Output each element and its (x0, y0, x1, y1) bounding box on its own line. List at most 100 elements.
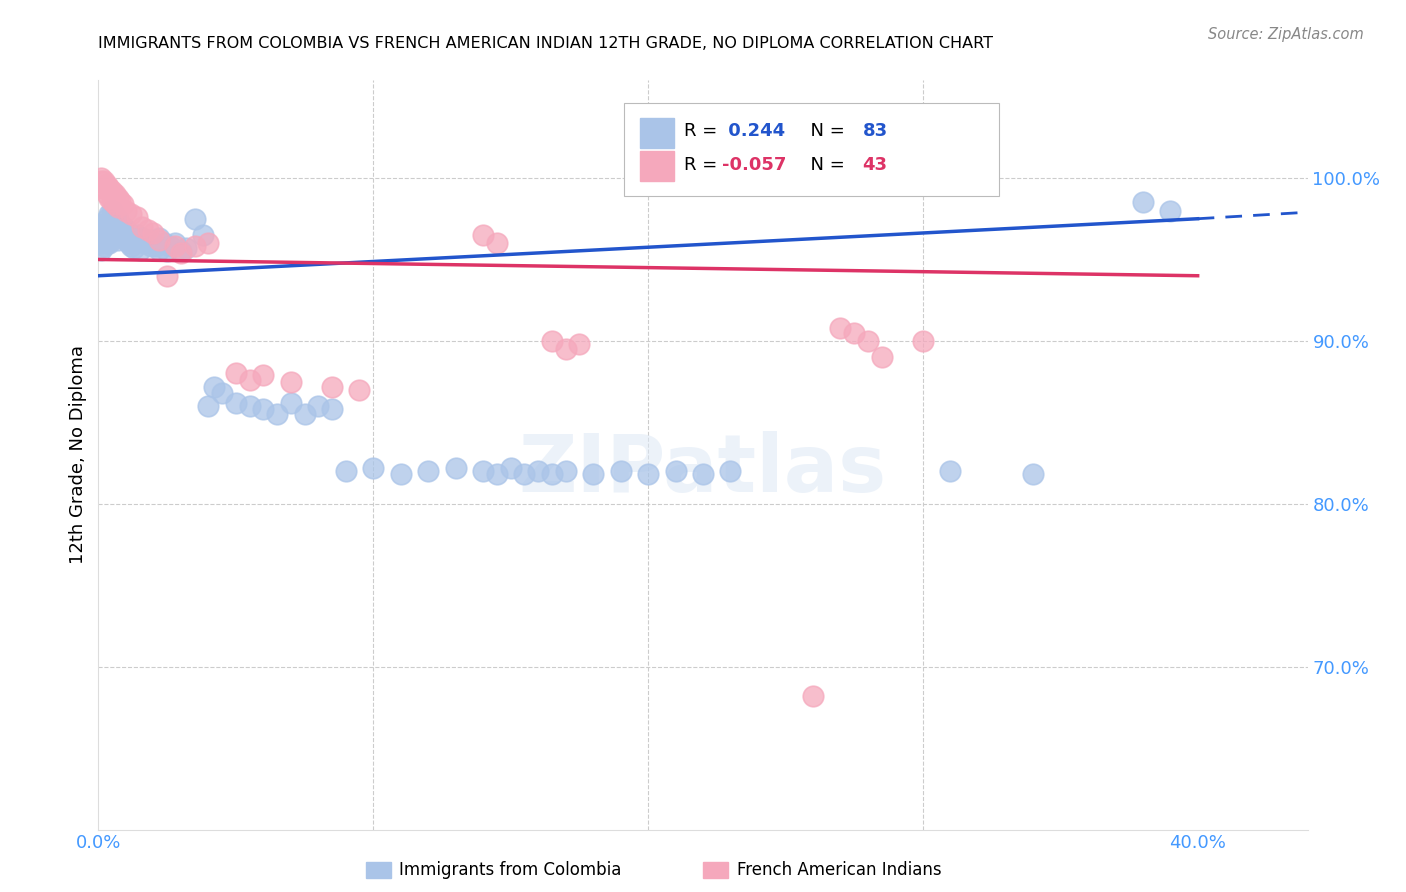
Point (183, 239, 205, 253)
Point (120, 227, 142, 242)
Point (142, 227, 165, 241)
Point (90, 171, 112, 186)
Point (112, 229, 135, 244)
Point (110, 217, 132, 231)
Point (609, 464, 631, 478)
Point (664, 464, 686, 478)
Point (122, 231, 145, 245)
Point (170, 244, 193, 259)
Point (870, 350, 893, 364)
Point (125, 227, 148, 242)
Text: 83: 83 (863, 122, 887, 140)
Text: R =: R = (683, 156, 723, 174)
Point (90, 219, 112, 234)
Point (170, 246, 193, 260)
Point (98, 190, 121, 204)
Point (118, 227, 141, 241)
Point (98, 207, 121, 221)
Point (90, 236, 112, 251)
Point (136, 223, 159, 237)
Point (125, 210, 148, 224)
Point (165, 236, 187, 251)
Point (90, 243, 112, 257)
Point (136, 233, 159, 247)
Point (134, 236, 156, 251)
Point (252, 402, 274, 417)
Point (96, 211, 118, 226)
Point (104, 229, 127, 244)
Point (856, 334, 879, 348)
Point (131, 231, 153, 245)
Point (335, 464, 357, 478)
Point (120, 239, 142, 253)
Point (485, 467, 508, 482)
Point (527, 464, 550, 478)
Point (321, 379, 343, 393)
Point (225, 396, 247, 410)
Point (107, 190, 129, 204)
Point (499, 461, 522, 475)
Point (165, 239, 187, 253)
Point (148, 233, 170, 247)
Point (870, 174, 893, 188)
Text: N =: N = (799, 122, 851, 140)
Point (720, 464, 742, 478)
Point (211, 386, 233, 401)
Point (90, 174, 112, 188)
Point (349, 383, 371, 397)
Point (115, 203, 138, 218)
Point (294, 407, 316, 421)
FancyBboxPatch shape (624, 103, 1000, 196)
Point (637, 467, 659, 482)
Point (96, 227, 118, 242)
Point (110, 227, 132, 241)
Point (96, 219, 118, 234)
Point (389, 467, 412, 482)
Point (176, 241, 198, 255)
Point (321, 402, 343, 417)
Point (104, 197, 127, 211)
Point (115, 233, 138, 247)
Point (93, 229, 115, 244)
Point (107, 233, 129, 247)
Point (540, 467, 562, 482)
Point (183, 211, 205, 226)
Point (96, 236, 118, 251)
Point (554, 464, 576, 478)
Text: French American Indians: French American Indians (737, 861, 942, 879)
Point (280, 396, 302, 410)
Point (1132, 195, 1154, 210)
Point (122, 241, 145, 255)
Point (156, 268, 179, 283)
Point (898, 171, 921, 186)
Point (142, 236, 165, 251)
Point (418, 464, 440, 478)
Text: 0.244: 0.244 (723, 122, 786, 140)
Y-axis label: 12th Grade, No Diploma: 12th Grade, No Diploma (69, 345, 87, 565)
Point (159, 239, 181, 253)
Point (239, 399, 262, 413)
Point (107, 223, 129, 237)
Point (939, 464, 962, 478)
Point (110, 194, 132, 208)
Point (98, 181, 121, 195)
Point (128, 243, 150, 257)
Point (156, 244, 179, 259)
Text: R =: R = (683, 122, 723, 140)
Point (472, 227, 495, 242)
Point (361, 461, 384, 475)
Text: ZIPatlas: ZIPatlas (519, 431, 887, 509)
Point (115, 223, 138, 237)
Point (444, 461, 467, 475)
Point (540, 334, 562, 348)
Point (101, 213, 124, 227)
Point (252, 368, 274, 383)
Point (98, 236, 121, 251)
Point (239, 373, 262, 387)
Text: Source: ZipAtlas.com: Source: ZipAtlas.com (1208, 27, 1364, 42)
Text: IMMIGRANTS FROM COLOMBIA VS FRENCH AMERICAN INDIAN 12TH GRADE, NO DIPLOMA CORREL: IMMIGRANTS FROM COLOMBIA VS FRENCH AMERI… (98, 36, 994, 51)
Bar (640, 118, 673, 148)
Point (472, 464, 495, 478)
Point (98, 227, 121, 241)
Point (148, 243, 170, 257)
